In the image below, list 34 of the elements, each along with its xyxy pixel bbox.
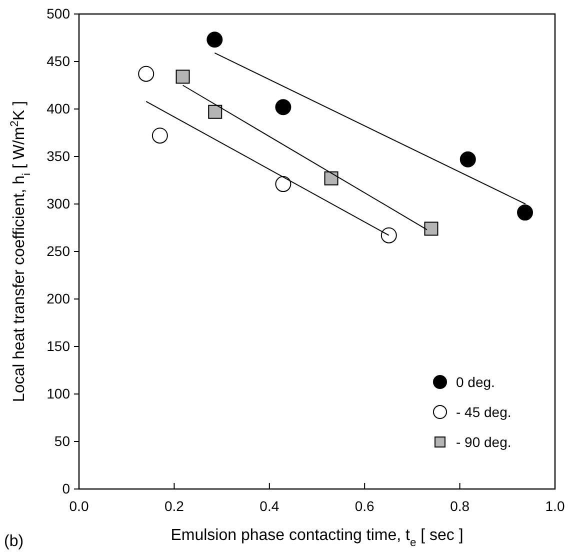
point (424, 222, 438, 236)
y-tick-label: 50 (54, 432, 70, 449)
x-tick-label: 0.2 (164, 498, 184, 514)
point (152, 128, 168, 144)
y-tick-label: 100 (46, 385, 70, 402)
y-tick-label: 0 (62, 480, 70, 496)
y-tick-label: 400 (46, 100, 70, 116)
x-tick-label: 0.4 (260, 498, 280, 514)
y-tick-label: 300 (46, 195, 70, 212)
point (138, 66, 154, 82)
x-tick-label: 0.0 (69, 498, 89, 514)
text: (b) (4, 533, 24, 550)
legend-label: - 45 deg. (456, 404, 512, 420)
x-tick-label: 0.6 (354, 498, 375, 514)
point (380, 227, 397, 244)
x-tick-label: 0.8 (450, 498, 470, 514)
point (275, 99, 292, 116)
y-tick-label: 450 (46, 52, 70, 69)
point (176, 70, 190, 84)
point (517, 204, 534, 221)
point (460, 151, 476, 168)
y-tick-label: 350 (46, 148, 70, 164)
y-tick-label: 150 (46, 338, 70, 354)
point (275, 176, 292, 192)
point (324, 171, 338, 186)
point (206, 32, 223, 48)
legend-label: - 90 deg. (456, 434, 512, 450)
x-axis-title: Emulsion phase contacting time, t$_{e}$ [ sec ] (170, 527, 464, 549)
y-tick-label: 500 (46, 5, 70, 22)
point (208, 104, 222, 119)
x-tick-label: 1.0 (545, 498, 565, 514)
y-tick-label: 200 (46, 290, 70, 306)
y-tick-label: 250 (46, 242, 70, 259)
legend-label: 0 deg. (456, 374, 495, 390)
